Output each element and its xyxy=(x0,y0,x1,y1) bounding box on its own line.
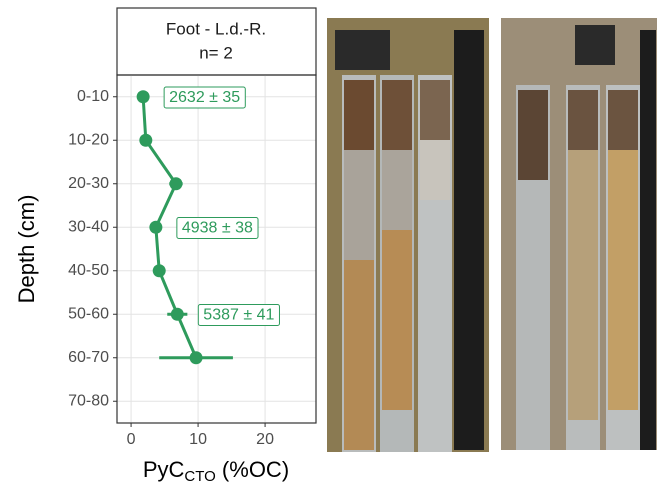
y-tick-label: 0-10 xyxy=(77,88,109,105)
panel-border xyxy=(117,75,316,423)
point xyxy=(149,221,162,234)
point xyxy=(153,264,166,277)
y-axis-title: Depth (cm) xyxy=(14,195,39,304)
point xyxy=(171,308,184,321)
point xyxy=(190,351,203,364)
point xyxy=(169,177,182,190)
x-axis-title: PyCCTO (%OC) xyxy=(143,457,289,485)
y-tick-label: 70-80 xyxy=(68,392,109,409)
x-title-sub: CTO xyxy=(184,468,215,485)
x-title-unit: (%OC) xyxy=(216,457,289,482)
figure: Foot - L.d.-R. n= 2 Depth (cm) PyCCTO (%… xyxy=(0,0,659,489)
y-tick-label: 40-50 xyxy=(68,262,109,279)
annotation: 5387 ± 41 xyxy=(203,306,274,323)
strip-title: Foot - L.d.-R. xyxy=(166,19,266,38)
y-tick-label: 60-70 xyxy=(68,349,109,366)
strip xyxy=(117,8,316,75)
point xyxy=(137,90,150,103)
x-tick-label: 10 xyxy=(189,431,207,448)
x-title-main: PyC xyxy=(143,457,185,482)
annotation: 4938 ± 38 xyxy=(182,219,253,236)
x-tick-label: 0 xyxy=(127,431,136,448)
page: {"chart_data": {"type": "dotline", "stri… xyxy=(0,0,659,494)
point xyxy=(139,134,152,147)
y-tick-label: 30-40 xyxy=(68,218,109,235)
core-photo-right xyxy=(501,18,657,450)
x-tick-label: 20 xyxy=(256,431,274,448)
y-tick-label: 50-60 xyxy=(68,305,109,322)
strip-title: n= 2 xyxy=(199,43,233,62)
y-tick-label: 10-20 xyxy=(68,131,109,148)
core-photo-left xyxy=(327,18,489,452)
annotation: 2632 ± 35 xyxy=(169,89,240,106)
y-tick-label: 20-30 xyxy=(68,175,109,192)
